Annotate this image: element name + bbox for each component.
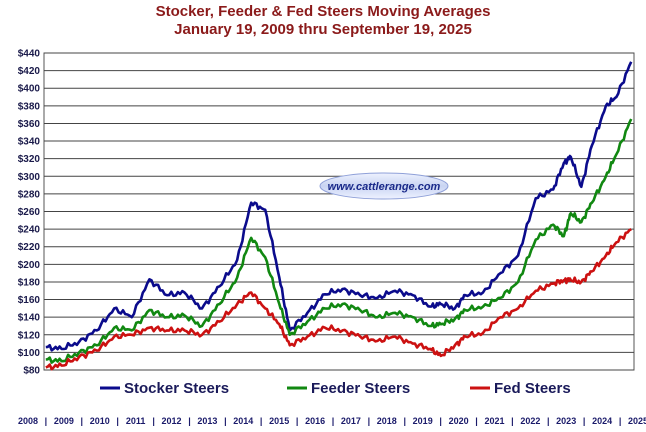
chart-title: Stocker, Feeder & Fed Steers Moving Aver… <box>155 3 491 20</box>
x-tick-label: 2014 <box>233 416 254 426</box>
y-axis-ticks: $80 $100 $120 $140 $160 $180 $200 $220 $240 $260 $… <box>18 49 41 377</box>
y-tick-label: $220 <box>18 242 41 253</box>
y-tick-label: $380 <box>18 101 41 112</box>
gridlines <box>43 52 635 371</box>
y-tick-label: $120 <box>18 330 41 341</box>
x-tick-label: 2019 <box>412 416 433 426</box>
x-tick-label: 2017 <box>340 416 361 426</box>
y-tick-label: $340 <box>18 137 41 148</box>
legend-label: Feeder Steers <box>311 380 410 397</box>
x-tick-label: 2020 <box>448 416 469 426</box>
y-tick-label: $140 <box>18 313 41 324</box>
x-tick-label: 2022 <box>520 416 541 426</box>
x-tick-separator: | <box>259 416 263 426</box>
legend-label: Fed Steers <box>494 380 571 397</box>
x-tick-separator: | <box>367 416 371 426</box>
x-tick-separator: | <box>80 416 84 426</box>
x-tick-label: 2013 <box>197 416 218 426</box>
x-tick-label: 2012 <box>161 416 182 426</box>
y-tick-label: $420 <box>18 66 41 77</box>
legend: Stocker Steers Feeder Steers Fed Steers <box>100 380 571 397</box>
y-tick-label: $180 <box>18 277 41 288</box>
y-tick-label: $260 <box>18 207 41 218</box>
series-line <box>45 61 633 352</box>
x-tick-separator: | <box>116 416 119 426</box>
x-axis-years: 2008 | 2009 | 2010 | 2011 | 2012 | 2013 | 2014 | 2015 |… <box>0 416 646 430</box>
chart-subtitle: January 19, 2009 thru September 19, 2025 <box>174 21 472 38</box>
y-tick-label: $300 <box>18 172 41 183</box>
y-tick-label: $280 <box>18 189 41 200</box>
series-line <box>45 228 632 371</box>
x-tick-separator: | <box>439 416 442 426</box>
x-tick-label: 2016 <box>305 416 326 426</box>
x-tick-label: 2015 <box>269 416 290 426</box>
x-tick-label: 2021 <box>484 416 505 426</box>
x-tick-label: 2011 <box>125 416 146 426</box>
x-tick-separator: | <box>152 416 155 426</box>
y-tick-label: $160 <box>18 295 41 306</box>
x-tick-label: 2024 <box>592 416 613 426</box>
x-tick-separator: | <box>547 416 550 426</box>
x-tick-label: 2010 <box>89 416 110 426</box>
x-tick-separator: | <box>224 416 227 426</box>
x-tick-separator: | <box>618 416 622 426</box>
y-tick-label: $440 <box>18 49 41 60</box>
y-tick-label: $100 <box>18 348 41 359</box>
y-tick-label: $360 <box>18 119 41 130</box>
x-tick-separator: | <box>511 416 514 426</box>
y-tick-label: $80 <box>23 366 40 377</box>
y-tick-label: $200 <box>18 260 41 271</box>
series-lines <box>45 61 633 371</box>
legend-label: Stocker Steers <box>124 380 229 397</box>
x-tick-separator: | <box>331 416 335 426</box>
x-tick-separator: | <box>403 416 407 426</box>
x-tick-label: 2023 <box>556 416 577 426</box>
x-tick-separator: | <box>582 416 586 426</box>
x-tick-label: 2025 <box>627 416 646 426</box>
y-tick-label: $240 <box>18 225 41 236</box>
x-tick-separator: | <box>188 416 191 426</box>
y-tick-label: $320 <box>18 154 41 165</box>
watermark-text: www.cattlerange.com <box>328 181 441 193</box>
series-line <box>45 118 633 364</box>
x-tick-label: 2018 <box>376 416 397 426</box>
x-tick-separator: | <box>475 416 478 426</box>
x-tick-separator: | <box>44 416 48 426</box>
watermark: www.cattlerange.com <box>319 172 449 200</box>
x-tick-separator: | <box>295 416 299 426</box>
y-tick-label: $400 <box>18 84 41 95</box>
x-tick-label: 2009 <box>53 416 74 426</box>
x-tick-label: 2008 <box>17 416 39 426</box>
